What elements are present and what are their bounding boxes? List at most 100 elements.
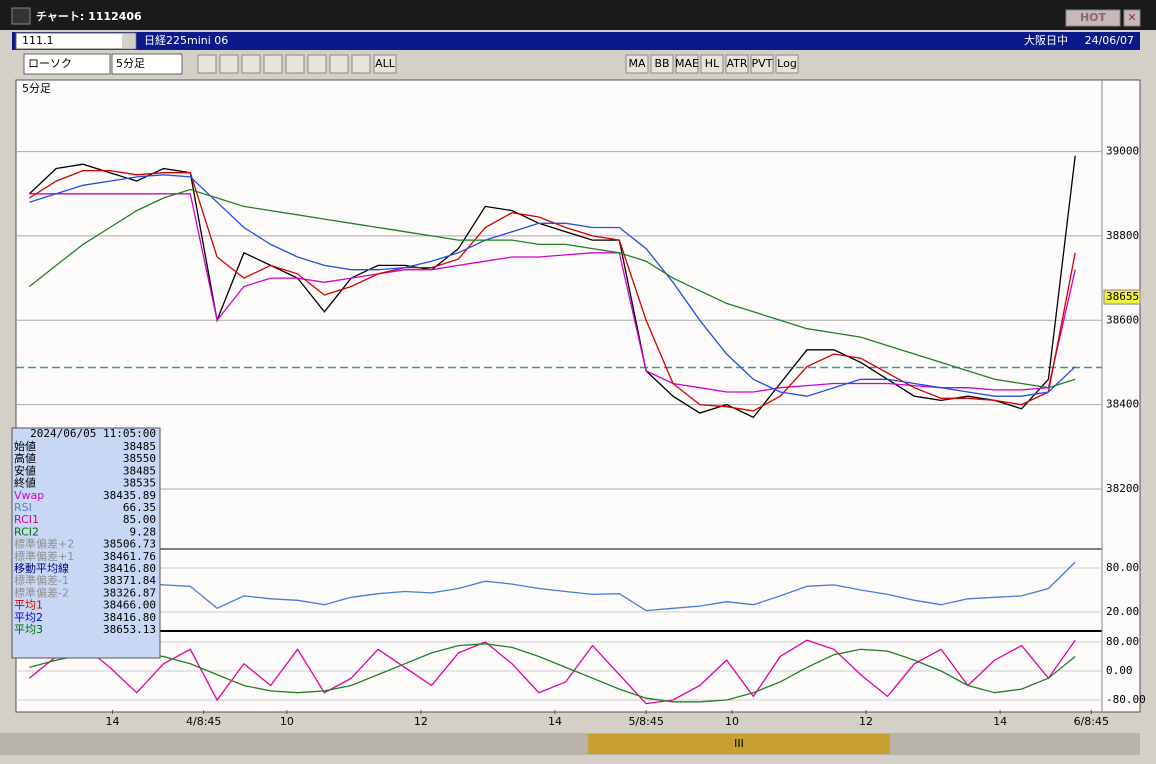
tool-button[interactable] (625, 54, 649, 74)
tool-icon (285, 54, 305, 74)
series-line (29, 169, 1076, 412)
info-value: 38550 (123, 452, 156, 465)
tool-button-label: ALL (375, 57, 396, 70)
tool-button[interactable] (725, 54, 749, 74)
y-tick-label: 0.00 (1106, 664, 1133, 677)
info-value: 38653.13 (103, 623, 156, 636)
info-value: 9.28 (130, 525, 157, 538)
tool-button[interactable] (775, 54, 799, 74)
info-panel (11, 427, 161, 659)
info-value: 38416.80 (103, 562, 156, 575)
info-value: 38326.87 (103, 586, 156, 599)
info-label: 平均3 (14, 623, 43, 636)
tool-icon (329, 54, 349, 74)
info-label: RCI2 (14, 525, 39, 538)
series-line (28, 188, 1076, 389)
y-tick-label: 80.00 (1106, 635, 1139, 648)
y-tick-label: 38400 (1106, 398, 1139, 411)
info-value: 66.35 (123, 501, 156, 514)
info-value: 38461.76 (103, 550, 156, 563)
chart-kind: ローソク (28, 57, 72, 70)
x-tick-label: 14 (993, 715, 1007, 728)
info-label: RCI1 (14, 513, 39, 526)
toolbar-icons: ALL MA BB MAE HL ATR PVT Log (197, 54, 799, 74)
thumb-grip: III (734, 737, 744, 750)
tool-icon (241, 54, 261, 74)
info-label: 標準偏差-1 (14, 573, 69, 587)
info-value: 38485 (123, 464, 156, 477)
info-value: 38535 (123, 477, 156, 490)
x-tick-label: 12 (414, 715, 428, 728)
scrollbar[interactable] (0, 733, 1140, 755)
current-price: 38655 (1106, 290, 1139, 303)
chart-kind-combo[interactable] (23, 53, 111, 75)
info-label: 平均1 (14, 599, 43, 612)
hot-button[interactable] (1065, 9, 1121, 27)
x-tick-label: 10 (725, 715, 739, 728)
x-tick-label: 10 (280, 715, 294, 728)
session: 大阪日中 (1024, 33, 1068, 47)
scroll-thumb[interactable] (588, 734, 890, 754)
tool-button[interactable] (750, 54, 774, 74)
app-icon (11, 7, 31, 25)
info-label: Vwap (14, 489, 44, 502)
info-datetime: 2024/06/05 11:05:00 (30, 427, 156, 440)
tool-icon (263, 54, 283, 74)
header-bar (12, 32, 1140, 50)
y-tick-label: 38800 (1106, 229, 1139, 242)
info-label: 標準偏差+2 (14, 537, 74, 551)
tool-icon (307, 54, 327, 74)
x-tick-label: 5/8:45 (628, 715, 663, 728)
tool-button-label: ATR (726, 57, 747, 70)
tool-button-label: HL (705, 57, 720, 70)
period-combo[interactable] (111, 53, 183, 75)
y-tick-label: 38600 (1106, 313, 1139, 326)
info-value: 38485 (123, 440, 156, 453)
tool-button[interactable] (373, 54, 397, 74)
code-combo[interactable] (15, 32, 137, 50)
y-tick-label: 39000 (1106, 145, 1139, 158)
hot-label: HOT (1080, 11, 1107, 24)
plot-bg (15, 79, 1141, 713)
info-label: 終値 (14, 476, 36, 490)
tool-icon (197, 54, 217, 74)
period: 5分足 (116, 57, 145, 70)
tool-button[interactable] (675, 54, 699, 74)
tool-button[interactable] (650, 54, 674, 74)
info-label: 始値 (14, 439, 36, 453)
series-line (29, 561, 1076, 612)
header-date: 24/06/07 (1085, 34, 1134, 47)
tool-icon (219, 54, 239, 74)
info-value: 38466.00 (103, 599, 156, 612)
title-bar (0, 0, 1156, 30)
tool-button-label: PVT (752, 57, 773, 70)
chart-title: 5分足 (22, 82, 51, 95)
tool-button-label: MA (628, 57, 645, 70)
x-tick-label: 4/8:45 (186, 715, 221, 728)
y-tick-label: 38200 (1106, 482, 1139, 495)
y-tick-label: -80.00 (1106, 693, 1146, 706)
series-line (29, 193, 1076, 393)
info-label: 標準偏差-2 (14, 585, 69, 599)
x-tick-label: 14 (106, 715, 120, 728)
series-line (29, 643, 1076, 703)
y-tick-label: 80.00 (1106, 561, 1139, 574)
info-label: RSI (14, 501, 32, 514)
current-price-box (1103, 289, 1141, 305)
combo-arrow[interactable] (122, 34, 135, 48)
close-button[interactable] (1123, 9, 1141, 27)
x-tick-label: 12 (859, 715, 873, 728)
tool-button[interactable] (700, 54, 724, 74)
info-label: 高値 (14, 451, 36, 465)
info-value: 85.00 (123, 513, 156, 526)
tool-icon (351, 54, 371, 74)
instrument: 日経225mini 06 (144, 34, 228, 47)
x-tick-label: 14 (548, 715, 562, 728)
x-tick-label: 6/8:45 (1074, 715, 1109, 728)
info-value: 38371.84 (103, 574, 156, 587)
info-value: 38416.80 (103, 611, 156, 624)
series-line (29, 174, 1076, 397)
window-title: チャート: 1112406 (36, 10, 142, 23)
info-value: 38435.89 (103, 489, 156, 502)
